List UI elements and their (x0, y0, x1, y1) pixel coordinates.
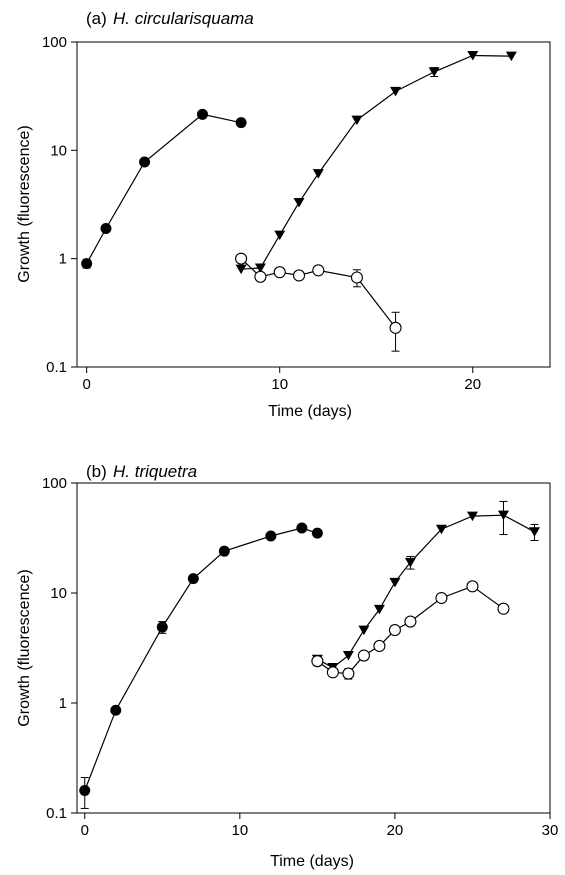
panel-b-y-tick-label: 0.1 (46, 805, 67, 822)
panel-a-filled-triangle-point (235, 264, 247, 275)
panel-b-open-circle-point (404, 615, 417, 628)
panel-a-y-tick-label: 100 (42, 34, 67, 51)
panel-a-filled-triangle-point (293, 197, 305, 208)
panel-b-filled-circle-point (110, 704, 122, 716)
panel-b-filled-triangle-point (342, 651, 354, 661)
panel-b-open-circle-point (435, 591, 448, 605)
panel-a-x-axis-label: Time (days) (268, 403, 352, 420)
panel-b-x-tick-label: 30 (542, 822, 559, 839)
panel-a-open-circle-point (292, 269, 306, 282)
panel-b-y-tick-label: 100 (42, 475, 67, 492)
panel-a-x-tick-label: 10 (271, 376, 288, 393)
panel-a-markers (81, 51, 517, 334)
panel-b-filled-circle-point (296, 522, 308, 534)
panel-b-ticks: 0 10 20 30 0.1 1 10 100 (42, 475, 558, 839)
panel-a-open-circle-point (312, 264, 325, 277)
panel-b-filled-triangle-point (373, 604, 385, 615)
panel-a-series-1-line (86, 113, 242, 264)
panel-a-filled-triangle-point (254, 263, 266, 274)
panel-a-x-tick-label: 0 (82, 376, 90, 393)
panel-a-open-circle-point (254, 270, 267, 283)
panel-a-filled-circle-point (81, 258, 93, 270)
panel-a-open-circle-point (350, 271, 363, 284)
panel-a-filled-triangle-point (312, 169, 324, 179)
panel-b-filled-circle-point (187, 573, 199, 585)
panel-b-open-circle-point (342, 667, 355, 680)
panel-a-filled-triangle-point (428, 67, 440, 77)
panel-b-y-tick-label: 10 (50, 585, 67, 602)
panel-a-filled-triangle-point (467, 51, 479, 61)
panel-a-lines (86, 54, 512, 329)
panel-a-filled-triangle-point (505, 51, 517, 62)
panel-b-filled-triangle-point (466, 511, 478, 522)
panel-b-filled-triangle-point (389, 577, 401, 588)
panel-b-chart: (b) H. triquetra 0 10 20 30 0.1 1 10 100 Time (… (16, 462, 558, 870)
panel-b-open-circle-point (357, 649, 370, 662)
panel-a-filled-circle-point (235, 117, 247, 129)
panel-a-x-tick-label: 20 (464, 376, 481, 393)
panel-b-x-tick-label: 20 (387, 822, 404, 839)
panel-b-filled-triangle-point (497, 510, 509, 521)
panel-b-filled-triangle-point (528, 527, 540, 537)
panel-a-filled-circle-point (139, 156, 151, 168)
panel-b-markers (79, 510, 540, 797)
panel-a-y-axis-label: Growth (fluorescence) (16, 125, 33, 282)
panel-b-filled-triangle-point (404, 557, 416, 568)
panel-a-title: H. circularisquama (113, 9, 254, 28)
panel-b-x-axis-label: Time (days) (270, 853, 354, 870)
panel-b-open-circle-point (388, 624, 401, 637)
panel-a-ticks: 0 10 20 0.1 1 10 100 (42, 34, 481, 393)
panel-b-filled-triangle-point (358, 625, 370, 636)
panel-a-filled-circle-point (100, 222, 112, 234)
panel-b-filled-circle-point (265, 530, 277, 542)
panel-b-lines (84, 514, 535, 791)
panel-b-open-circle-point (497, 602, 510, 615)
panel-b-x-tick-label: 0 (81, 822, 89, 839)
panel-a-y-tick-label: 1 (59, 251, 67, 268)
panel-b-label: (b) (86, 462, 107, 481)
panel-b-y-tick-label: 1 (59, 695, 67, 712)
panel-b-series-3-line (317, 585, 504, 675)
panel-a-label: (a) (86, 9, 107, 28)
panel-b-error-bars (80, 500, 539, 809)
panel-b-open-circle-point (373, 639, 386, 653)
panel-b-series-2-line (317, 514, 535, 669)
panel-b-filled-triangle-point (435, 524, 447, 535)
panel-a-y-tick-label: 0.1 (46, 359, 67, 376)
panel-a-filled-triangle-point (274, 230, 286, 241)
panel-a-open-circle-point (389, 321, 402, 334)
panel-b-filled-circle-point (156, 621, 168, 633)
panel-a-open-circle-point (273, 266, 286, 279)
panel-a-y-tick-label: 10 (50, 142, 67, 159)
panel-b-open-circle-point (466, 580, 479, 593)
panel-a-filled-triangle-point (351, 115, 363, 126)
panel-a-open-circle-point (235, 252, 248, 265)
panel-a-plot-frame (76, 41, 551, 368)
panel-a-series-2-line (241, 54, 512, 270)
panel-b-filled-circle-point (218, 545, 230, 557)
panel-a-filled-circle-point (196, 108, 208, 120)
panel-b-filled-circle-point (79, 785, 91, 797)
panel-b-open-circle-point (326, 666, 339, 679)
panel-b-open-circle-point (311, 655, 324, 668)
panel-b-x-tick-label: 10 (231, 822, 248, 839)
panel-a-filled-triangle-point (390, 86, 402, 97)
panel-a-error-bars (82, 67, 439, 352)
panel-a-chart: (a) H. circularisquama 0 10 20 0.1 1 10 100 Ti… (16, 9, 551, 420)
panel-b-title: H. triquetra (113, 462, 197, 481)
panel-b-filled-circle-point (311, 527, 323, 539)
panel-b-plot-frame (76, 482, 551, 814)
panel-b-y-axis-label: Growth (fluorescence) (16, 569, 33, 726)
panel-b-series-1-line (84, 527, 318, 791)
